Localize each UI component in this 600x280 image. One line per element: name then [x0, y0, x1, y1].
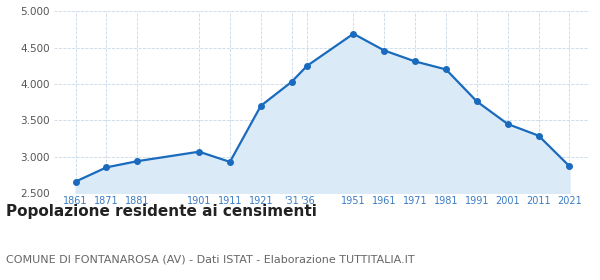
Text: Popolazione residente ai censimenti: Popolazione residente ai censimenti [6, 204, 317, 220]
Text: COMUNE DI FONTANAROSA (AV) - Dati ISTAT - Elaborazione TUTTITALIA.IT: COMUNE DI FONTANAROSA (AV) - Dati ISTAT … [6, 255, 415, 265]
